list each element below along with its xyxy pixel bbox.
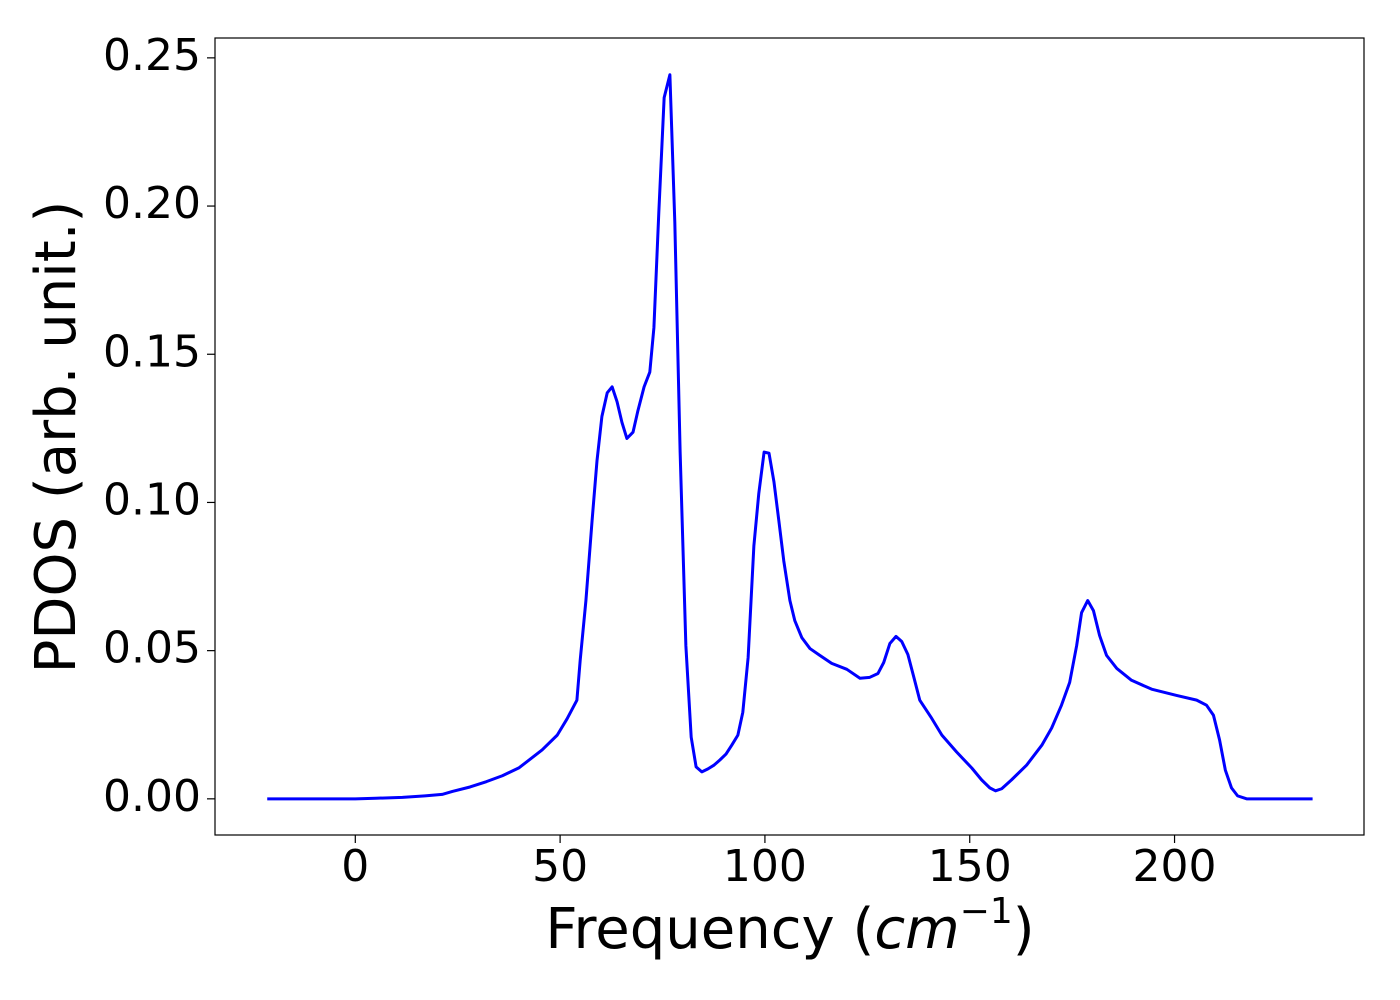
x-label-part: cm: [874, 897, 959, 962]
x-tick-label: 100: [723, 841, 807, 892]
x-label-part: −1: [960, 891, 1013, 932]
x-tick-label: 150: [928, 841, 1012, 892]
y-tick-label: 0.00: [103, 771, 201, 822]
y-tick-label: 0.15: [103, 326, 201, 377]
y-tick-label: 0.10: [103, 474, 201, 525]
y-tick-label: 0.05: [103, 623, 201, 674]
plot-frame: [214, 37, 1365, 836]
x-tick-label: 50: [532, 841, 588, 892]
y-axis-label: PDOS (arb. unit.): [24, 201, 89, 674]
x-axis-label: Frequency (cm−1): [545, 891, 1034, 962]
x-label-part: Frequency (: [545, 897, 874, 962]
y-tick-label: 0.20: [103, 178, 201, 229]
x-tick-label: 200: [1133, 841, 1217, 892]
x-label-part: ): [1013, 897, 1035, 962]
x-tick-label: 0: [341, 841, 369, 892]
pdos-line: [267, 73, 1313, 801]
y-tick-label: 0.25: [103, 30, 201, 81]
